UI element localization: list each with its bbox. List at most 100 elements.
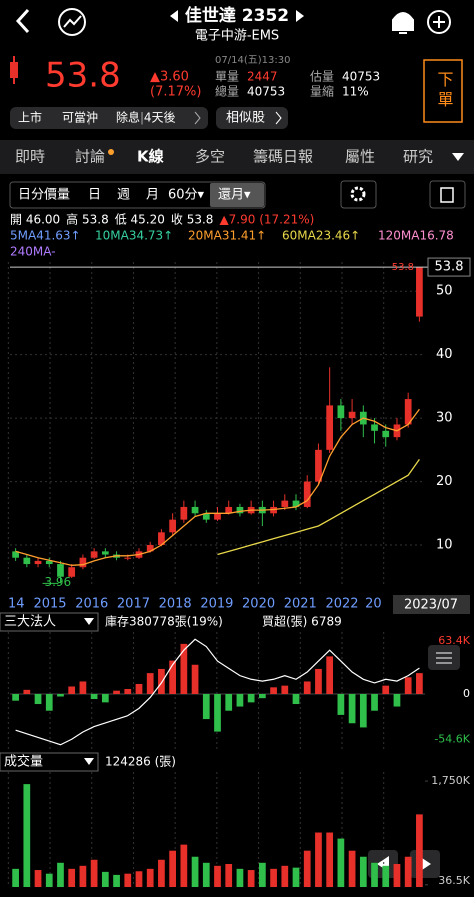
- volume-bar: [90, 859, 98, 887]
- x-tick-label: 14: [8, 597, 25, 612]
- similar-label[interactable]: 相似股: [226, 111, 265, 126]
- y-tick-label: 1,750K: [431, 774, 470, 787]
- notification-dot: [108, 149, 114, 155]
- net-bar: [281, 685, 289, 695]
- candle-body: [337, 405, 345, 419]
- candle-body: [315, 449, 322, 482]
- net-bar: [326, 656, 334, 695]
- volume-bar: [191, 856, 199, 887]
- tool[interactable]: 日: [88, 188, 101, 203]
- tool[interactable]: 月: [146, 188, 159, 203]
- volume-bar: [57, 862, 64, 887]
- net-bar: [393, 694, 401, 707]
- candle-body: [281, 500, 289, 507]
- net-bar: [45, 694, 53, 711]
- volume-bar: [12, 868, 19, 887]
- x-tick-label: 2021: [284, 597, 317, 612]
- tab[interactable]: 屬性: [345, 148, 375, 166]
- tag-bar[interactable]: [10, 107, 208, 129]
- candle-body: [404, 399, 412, 425]
- volume-bar: [202, 862, 210, 887]
- ohlc-value: 開 46.00: [10, 213, 60, 227]
- ma-line: [15, 408, 420, 566]
- x-tick-label: 2017: [117, 597, 150, 612]
- ohlc-value: 收 53.8: [171, 213, 214, 227]
- panel-selector-label: 三大法人: [4, 615, 56, 630]
- stat-label: 單量: [215, 70, 239, 84]
- volume-bar: [135, 871, 143, 887]
- net-bar: [270, 687, 277, 695]
- net-bar: [90, 694, 98, 700]
- net-bar: [124, 688, 132, 695]
- y-tick-label: 20: [436, 474, 453, 489]
- net-bar: [247, 694, 255, 703]
- stock-title: 佳世達 2352: [185, 5, 289, 26]
- volume-bar: [270, 868, 277, 887]
- volume-bar: [326, 832, 334, 887]
- tool[interactable]: 日分價量: [18, 188, 70, 203]
- net-bar: [146, 673, 154, 695]
- next-stock[interactable]: [296, 10, 304, 22]
- volume-bar: [359, 856, 367, 887]
- prev-stock[interactable]: [170, 10, 178, 22]
- tab[interactable]: 籌碼日報: [253, 148, 313, 166]
- tab[interactable]: K線: [137, 148, 164, 166]
- candle-body: [214, 513, 221, 520]
- stock-industry: 電子中游-EMS: [195, 29, 279, 44]
- tab[interactable]: 研究: [403, 148, 433, 166]
- date-badge: [393, 595, 470, 614]
- tab[interactable]: 討論: [75, 148, 105, 166]
- x-tick-label: 2020: [242, 597, 275, 612]
- order-button-label[interactable]: 下單: [435, 71, 454, 111]
- net-bar: [34, 694, 42, 705]
- tool[interactable]: 60分▾: [168, 188, 205, 203]
- x-tick-label: 2019: [200, 597, 233, 612]
- rotate-button[interactable]: [429, 180, 466, 209]
- volume-bar: [404, 856, 412, 887]
- candle-body: [90, 551, 98, 558]
- panel-selector[interactable]: [0, 752, 99, 772]
- tool[interactable]: 週: [117, 188, 130, 203]
- candle-body: [158, 532, 165, 546]
- trend-icon[interactable]: [58, 8, 86, 36]
- volume-bar: [79, 865, 87, 887]
- last-price-label: 53.8: [435, 260, 464, 275]
- tab-bar: [0, 140, 474, 174]
- net-bar: [337, 694, 345, 715]
- low-label: 3.96: [44, 575, 71, 589]
- price-change: ▲3.60: [150, 70, 189, 85]
- back-button[interactable]: [15, 8, 30, 34]
- ma-legend: 10MA34.73↑: [95, 229, 173, 243]
- x-tick-label: 2016: [75, 597, 108, 612]
- order-button[interactable]: [423, 59, 463, 123]
- tab[interactable]: 多空: [195, 148, 225, 166]
- net-bar: [315, 668, 322, 695]
- panel-selector[interactable]: [0, 612, 99, 632]
- net-bar: [359, 694, 367, 728]
- last-price-tag: 53.8: [392, 262, 414, 273]
- candle-body: [191, 506, 199, 514]
- tool[interactable]: 還月▾: [218, 188, 251, 203]
- y-tick-label: 40: [436, 347, 453, 362]
- stat-value: 40753: [247, 85, 285, 99]
- similar-button[interactable]: [216, 107, 288, 129]
- volume-bar: [101, 871, 109, 887]
- volume-bar: [371, 862, 378, 887]
- volume-bar: [247, 870, 255, 887]
- x-tick-label: 20: [365, 597, 382, 612]
- ma-legend: 5MA41.63↑: [10, 229, 81, 243]
- net-bar: [79, 681, 87, 695]
- stat-label: 總量: [215, 84, 239, 99]
- net-bar: [135, 683, 143, 695]
- net-bar: [292, 694, 300, 705]
- ma-line: [217, 458, 420, 556]
- settings-button[interactable]: [340, 180, 377, 209]
- tab-more[interactable]: [452, 153, 464, 161]
- bell-icon[interactable]: [392, 12, 414, 34]
- tab[interactable]: 即時: [15, 148, 45, 166]
- volume-bar: [214, 865, 221, 887]
- add-button[interactable]: [427, 10, 451, 34]
- net-bar: [416, 673, 423, 695]
- last-price-box: [427, 257, 471, 277]
- volume-bar: [124, 873, 132, 887]
